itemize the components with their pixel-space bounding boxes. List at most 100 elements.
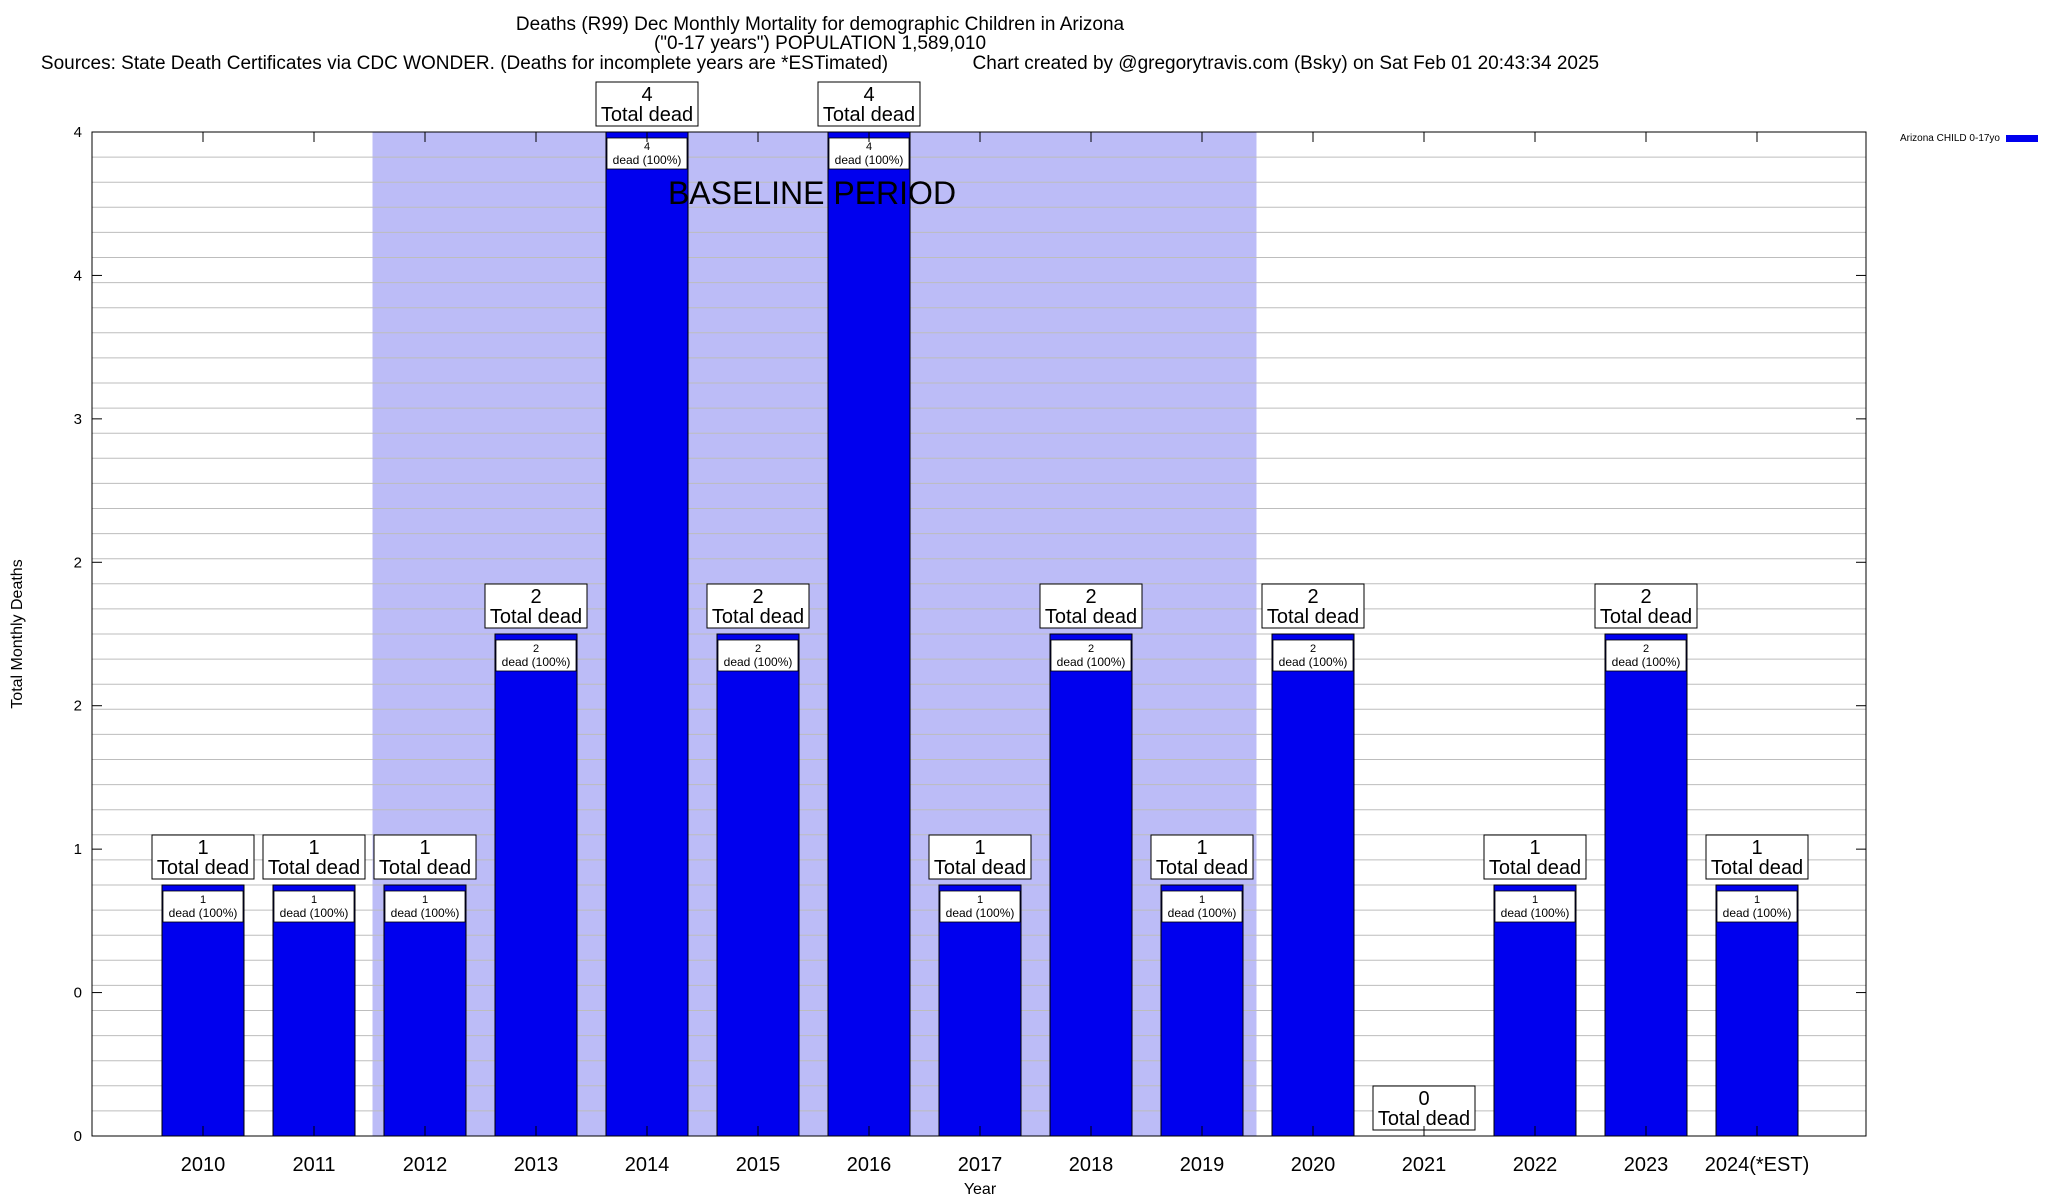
x-tick-label: 2017 (958, 1154, 1003, 1176)
total-value-label: 2 (1640, 586, 1651, 608)
total-dead-label: Total dead (1267, 606, 1359, 628)
bar (1271, 633, 1355, 1137)
bar-inner-percent: dead (100%) (1057, 655, 1126, 669)
x-tick-label: 2016 (847, 1154, 892, 1176)
bar-inner-value: 4 (644, 141, 650, 153)
bar (494, 633, 578, 1137)
total-dead-label: Total dead (601, 104, 693, 126)
total-value-label: 1 (1529, 837, 1540, 859)
x-axis: 2010 2011 2012 2013 2014 2015 2016 2017 2018 2019… (181, 132, 1809, 1176)
y-axis-title: Total Monthly Deaths (9, 559, 26, 708)
total-value-label: 1 (308, 837, 319, 859)
total-dead-label: Total dead (823, 104, 915, 126)
total-dead-label: Total dead (1378, 1108, 1470, 1130)
bar-inner-label-box (828, 137, 910, 170)
plot-frame (91, 131, 1867, 1137)
y-tick-label: 3 (74, 411, 82, 428)
bar-inner-label-box (495, 639, 577, 672)
chart-sources: Sources: State Death Certificates via CD… (40, 53, 1600, 74)
bar-inner-percent: dead (100%) (1279, 655, 1348, 669)
total-dead-label: Total dead (1156, 857, 1248, 879)
bar-inner-label-box (717, 639, 799, 672)
bar-inner-label-box (162, 890, 244, 923)
bar (272, 884, 356, 1137)
total-value-label: 1 (419, 837, 430, 859)
total-label-box (928, 834, 1032, 880)
total-dead-label: Total dead (1711, 857, 1803, 879)
x-tick-label: 2013 (514, 1154, 559, 1176)
bar-inner-label-box (1605, 639, 1687, 672)
x-tick-label: 2010 (181, 1154, 226, 1176)
bar (161, 884, 245, 1137)
total-dead-label: Total dead (934, 857, 1026, 879)
bar-inner-value: 1 (977, 894, 983, 906)
total-value-label: 0 (1418, 1088, 1429, 1110)
x-tick-label: 2018 (1069, 1154, 1114, 1176)
total-dead-label: Total dead (1489, 857, 1581, 879)
total-dead-label: Total dead (1045, 606, 1137, 628)
y-axis: 0 0 1 2 2 3 4 4 (74, 124, 1866, 1145)
x-tick-label: 2021 (1402, 1154, 1447, 1176)
bar-inner-label-box (273, 890, 355, 923)
x-tick-label: 2020 (1291, 1154, 1336, 1176)
bar-inner-value: 2 (1088, 643, 1094, 655)
bar-inner-value: 2 (533, 643, 539, 655)
legend-swatch (2006, 135, 2038, 142)
total-value-label: 4 (641, 84, 652, 106)
bar (383, 884, 467, 1137)
bars (161, 131, 1799, 1137)
x-axis-title: Year (964, 1181, 997, 1198)
bar-inner-value: 2 (1310, 643, 1316, 655)
bar (1604, 633, 1688, 1137)
total-label-box (1039, 583, 1143, 629)
bar-inner-percent: dead (100%) (835, 153, 904, 167)
total-label-box (706, 583, 810, 629)
total-label-box (373, 834, 477, 880)
bar (938, 884, 1022, 1137)
bar-inner-percent: dead (100%) (613, 153, 682, 167)
x-tick-label: 2023 (1624, 1154, 1669, 1176)
bar (1715, 884, 1799, 1137)
x-tick-label: 2022 (1513, 1154, 1558, 1176)
bar-inner-label-box (1494, 890, 1576, 923)
bar-inner-value: 1 (422, 894, 428, 906)
bar-inner-value: 1 (1532, 894, 1538, 906)
bar-inner-percent: dead (100%) (391, 906, 460, 920)
bar-inner-percent: dead (100%) (1168, 906, 1237, 920)
x-tick-label: 2011 (292, 1154, 335, 1176)
bar-inner-label-box (384, 890, 466, 923)
total-label-box (1594, 583, 1698, 629)
bar-inner-label-box (1272, 639, 1354, 672)
total-label-box (595, 81, 699, 127)
total-value-label: 2 (1307, 586, 1318, 608)
total-dead-label: Total dead (379, 857, 471, 879)
bar-inner-label-box (939, 890, 1021, 923)
total-value-label: 1 (1196, 837, 1207, 859)
bar-inner-percent: dead (100%) (1612, 655, 1681, 669)
total-dead-label: Total dead (712, 606, 804, 628)
x-tick-label: 2015 (736, 1154, 781, 1176)
y-tick-label: 2 (74, 554, 82, 571)
bar-inner-percent: dead (100%) (1723, 906, 1792, 920)
total-value-label: 2 (752, 586, 763, 608)
bar-inner-percent: dead (100%) (280, 906, 349, 920)
total-value-label: 1 (197, 837, 208, 859)
y-tick-label: 1 (74, 841, 82, 858)
bar-inner-percent: dead (100%) (502, 655, 571, 669)
x-tick-label: 2014 (625, 1154, 670, 1176)
bar (1493, 884, 1577, 1137)
chart-title: Deaths (R99) Dec Monthly Mortality for d… (515, 14, 1125, 35)
y-tick-label: 0 (74, 985, 82, 1002)
bar-inner-value: 1 (1199, 894, 1205, 906)
total-label-box (151, 834, 255, 880)
y-tick-label: 4 (74, 124, 82, 141)
legend-label: Arizona CHILD 0-17yo (1900, 133, 2000, 144)
legend: Arizona CHILD 0-17yo (1900, 133, 2038, 144)
total-label-box (817, 81, 921, 127)
y-tick-label: 2 (74, 698, 82, 715)
total-label-box (262, 834, 366, 880)
total-label-box (1150, 834, 1254, 880)
bar (1049, 633, 1133, 1137)
bar-inner-value: 2 (755, 643, 761, 655)
